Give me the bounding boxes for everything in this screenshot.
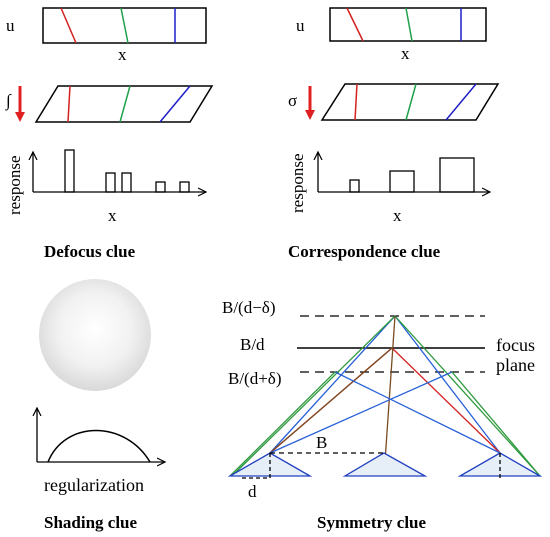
shaded-sphere [39, 279, 151, 391]
defocus-input-rect [42, 7, 207, 44]
defocus-red-line-sheared [67, 85, 71, 123]
defocus-sheared-rect [34, 85, 214, 123]
correspondence-x-label-bottom: x [393, 206, 402, 225]
defocus-u-label: u [6, 16, 15, 35]
defocus-title: Defocus clue [44, 242, 136, 261]
defocus-green-line-top [120, 7, 129, 44]
shading-title: Shading clue [44, 513, 138, 532]
correspondence-blue-line-sheared [445, 83, 477, 121]
ray-green-left-top [231, 315, 396, 477]
shading-panel: regularization Shading clue [37, 279, 165, 532]
defocus-bar-3 [121, 172, 132, 193]
symmetry-d-label: d [248, 482, 257, 501]
defocus-blue-line-sheared [159, 85, 191, 123]
correspondence-red-line-sheared [354, 83, 358, 121]
symmetry-label-top: B/(d−δ) [222, 298, 275, 317]
defocus-response-label: response [5, 156, 24, 215]
correspondence-u-label: u [296, 16, 305, 35]
symmetry-panel: B/(d−δ) B/d B/(d+δ) focus plane [222, 298, 543, 532]
defocus-panel: u x ∫ response x Defocus clue [5, 7, 214, 261]
defocus-x-label-bottom: x [108, 206, 117, 225]
ray-green-right-top [394, 315, 541, 477]
ray-blue-right-bottom [334, 371, 501, 454]
shading-curve [47, 429, 151, 463]
defocus-bar-1 [64, 149, 75, 193]
symmetry-rays [229, 315, 541, 477]
correspondence-sheared-rect [320, 83, 500, 121]
symmetry-b-label: B [316, 433, 327, 452]
symmetry-focus-label: focus [496, 335, 535, 355]
defocus-bar-5 [179, 181, 190, 193]
correspondence-red-line-top [346, 7, 364, 42]
defocus-down-arrow-icon [15, 112, 25, 122]
ray-brown-center [383, 315, 396, 477]
defocus-integral-label: ∫ [5, 91, 12, 111]
correspondence-title: Correspondence clue [288, 242, 441, 261]
symmetry-label-mid: B/d [240, 335, 265, 354]
ray-green-right-bottom [451, 371, 541, 477]
ray-green-left-bottom [229, 371, 336, 477]
defocus-green-line-sheared [119, 85, 131, 123]
defocus-bar-4 [155, 181, 166, 193]
correspondence-response-label: response [288, 154, 307, 213]
defocus-bar-2 [105, 172, 116, 193]
ray-red-right-focus [391, 347, 501, 454]
correspondence-x-label-top: x [401, 44, 410, 63]
correspondence-bar-3 [439, 157, 475, 193]
correspondence-bar-1 [349, 179, 360, 193]
correspondence-green-line-top [405, 7, 413, 42]
correspondence-sigma-label: σ [288, 91, 297, 110]
defocus-x-label-top: x [118, 45, 127, 64]
ray-brown-left [269, 347, 393, 454]
ray-blue-left-bottom [269, 371, 453, 454]
correspondence-input-rect [329, 7, 487, 42]
correspondence-down-arrow-icon [305, 110, 315, 120]
camera-triangle-center [342, 452, 428, 477]
ray-blue-left-top [269, 315, 396, 454]
correspondence-panel: u x σ response x Correspondence clue [288, 7, 500, 261]
correspondence-green-line-sheared [405, 83, 417, 121]
symmetry-title: Symmetry clue [317, 513, 427, 532]
symmetry-label-bottom: B/(d+δ) [228, 369, 281, 388]
correspondence-bar-2 [389, 170, 415, 193]
symmetry-plane-label: plane [496, 355, 535, 375]
shading-regularization-label: regularization [44, 475, 144, 495]
defocus-red-line-top [60, 7, 77, 44]
ray-blue-right-top [394, 315, 501, 454]
